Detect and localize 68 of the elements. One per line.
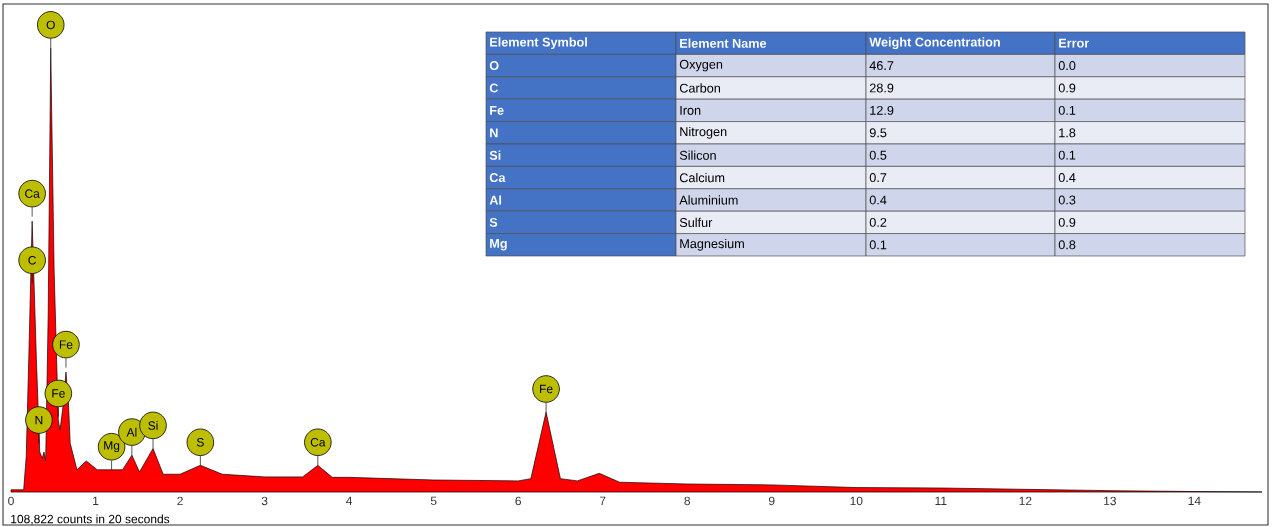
annotation: Fe bbox=[59, 340, 73, 349]
x-tick-label: 5 bbox=[430, 496, 437, 506]
annotation: Fe bbox=[52, 389, 65, 398]
annotation: Element Symbol bbox=[490, 37, 587, 50]
annotation: Ca bbox=[25, 189, 40, 198]
data-label: 0.1 bbox=[869, 240, 887, 250]
category-label: Si bbox=[489, 150, 501, 160]
category-label: S bbox=[489, 217, 498, 227]
annotation: O bbox=[46, 20, 55, 30]
data-label: 46.7 bbox=[869, 61, 894, 71]
category-label: N bbox=[490, 128, 498, 138]
category-label: Al bbox=[489, 195, 502, 205]
x-tick-label: 0 bbox=[8, 496, 14, 506]
text: Element Name bbox=[680, 38, 767, 48]
x-tick-label: 2 bbox=[177, 496, 183, 506]
annotation: S bbox=[196, 438, 204, 447]
series-label: Weight Concentration bbox=[869, 37, 1000, 50]
x-tick-label: 13 bbox=[1104, 496, 1116, 506]
data-label: 28.9 bbox=[869, 83, 894, 93]
x-tick-label: 12 bbox=[1019, 496, 1032, 506]
x-tick-label: 8 bbox=[684, 496, 691, 506]
text: 108,822 counts in 20 seconds bbox=[11, 514, 170, 525]
annotation: Oxygen bbox=[679, 59, 723, 72]
annotation: N bbox=[35, 415, 43, 425]
data-label: 0.7 bbox=[869, 173, 887, 183]
annotation: Iron bbox=[680, 105, 701, 115]
data-label: 0.3 bbox=[1058, 195, 1076, 205]
data-label: 12.9 bbox=[870, 105, 894, 115]
data-label: 1.8 bbox=[1059, 128, 1076, 138]
data-label: 0.2 bbox=[869, 217, 887, 227]
data-label: 0.0 bbox=[1058, 61, 1076, 71]
data-label: 0.4 bbox=[869, 195, 887, 205]
x-tick-label: 7 bbox=[599, 496, 606, 505]
annotation: Carbon bbox=[679, 83, 720, 93]
data-label: 0.1 bbox=[1058, 105, 1076, 115]
annotation: Silicon bbox=[679, 150, 716, 160]
x-tick-label: 4 bbox=[346, 496, 353, 505]
x-tick-label: 3 bbox=[261, 496, 268, 506]
annotation: Si bbox=[148, 420, 158, 430]
annotation: Al bbox=[126, 427, 137, 437]
data-label: 0.1 bbox=[1058, 150, 1076, 160]
category-label: O bbox=[489, 61, 499, 71]
annotation: C bbox=[28, 255, 37, 265]
x-tick-label: 14 bbox=[1188, 496, 1201, 505]
annotation: Mg bbox=[104, 441, 120, 453]
x-tick-label: 11 bbox=[935, 496, 947, 505]
data-label: 0.4 bbox=[1058, 173, 1076, 183]
annotation: Calcium bbox=[679, 172, 725, 183]
data-label: 9.5 bbox=[869, 128, 887, 138]
annotation: Fe bbox=[540, 384, 553, 394]
data-label: 0.9 bbox=[1058, 83, 1076, 93]
category-label: Fe bbox=[490, 105, 504, 115]
x-tick-label: 6 bbox=[515, 496, 521, 506]
category-label: C bbox=[489, 83, 499, 93]
x-tick-label: 1 bbox=[93, 496, 99, 505]
annotation: Magnesium bbox=[680, 238, 744, 251]
data-label: 0.9 bbox=[1058, 217, 1076, 227]
annotation: Nitrogen bbox=[680, 126, 727, 139]
data-label: 0.5 bbox=[869, 150, 887, 160]
annotation: Aluminium bbox=[679, 195, 738, 205]
category-label: Mg bbox=[490, 239, 507, 251]
series-label: Error bbox=[1059, 38, 1090, 48]
x-tick-label: 9 bbox=[768, 496, 775, 506]
annotation: Ca bbox=[310, 438, 326, 447]
data-label: 0.8 bbox=[1058, 240, 1076, 250]
annotation: Sulfur bbox=[679, 217, 713, 228]
category-label: Ca bbox=[489, 173, 506, 183]
x-tick-label: 10 bbox=[850, 496, 863, 506]
